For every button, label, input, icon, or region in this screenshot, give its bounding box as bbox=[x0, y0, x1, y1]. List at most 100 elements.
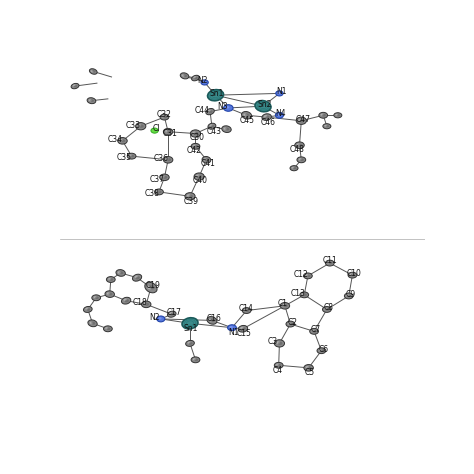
Ellipse shape bbox=[347, 295, 351, 297]
Ellipse shape bbox=[288, 322, 291, 325]
Ellipse shape bbox=[319, 349, 322, 351]
Text: C43: C43 bbox=[206, 127, 221, 136]
Ellipse shape bbox=[276, 91, 283, 96]
Text: C39: C39 bbox=[183, 197, 198, 206]
Ellipse shape bbox=[204, 158, 207, 161]
Text: C13: C13 bbox=[290, 289, 305, 298]
Text: C9: C9 bbox=[346, 290, 356, 299]
Text: C7: C7 bbox=[311, 325, 321, 334]
Ellipse shape bbox=[245, 113, 250, 117]
Ellipse shape bbox=[193, 76, 196, 78]
Ellipse shape bbox=[83, 307, 92, 312]
Ellipse shape bbox=[187, 194, 191, 197]
Ellipse shape bbox=[264, 115, 267, 118]
Ellipse shape bbox=[136, 276, 140, 280]
Ellipse shape bbox=[145, 283, 157, 293]
Ellipse shape bbox=[163, 116, 167, 118]
Ellipse shape bbox=[189, 195, 193, 198]
Ellipse shape bbox=[191, 75, 200, 81]
Text: C5: C5 bbox=[305, 368, 315, 377]
Ellipse shape bbox=[95, 296, 99, 299]
Ellipse shape bbox=[337, 114, 340, 117]
Ellipse shape bbox=[91, 321, 95, 325]
Ellipse shape bbox=[121, 297, 131, 304]
Ellipse shape bbox=[304, 365, 313, 371]
Ellipse shape bbox=[317, 348, 326, 354]
Ellipse shape bbox=[300, 119, 304, 122]
Ellipse shape bbox=[310, 328, 319, 334]
Text: C35: C35 bbox=[117, 154, 132, 163]
Ellipse shape bbox=[158, 191, 162, 193]
Ellipse shape bbox=[85, 308, 88, 310]
Ellipse shape bbox=[73, 84, 75, 86]
Text: C36: C36 bbox=[153, 154, 168, 163]
Text: C12: C12 bbox=[294, 270, 309, 279]
Ellipse shape bbox=[224, 128, 227, 130]
Ellipse shape bbox=[107, 277, 115, 283]
Ellipse shape bbox=[192, 131, 196, 134]
Ellipse shape bbox=[326, 308, 329, 311]
Ellipse shape bbox=[185, 192, 195, 200]
Ellipse shape bbox=[119, 271, 123, 274]
Ellipse shape bbox=[107, 328, 110, 330]
Text: C10: C10 bbox=[347, 269, 362, 278]
Ellipse shape bbox=[295, 142, 304, 148]
Ellipse shape bbox=[71, 83, 79, 89]
Ellipse shape bbox=[305, 274, 308, 276]
Text: Cl: Cl bbox=[153, 124, 160, 133]
Ellipse shape bbox=[183, 74, 187, 77]
Ellipse shape bbox=[89, 99, 92, 101]
Ellipse shape bbox=[92, 295, 100, 301]
Ellipse shape bbox=[130, 155, 134, 157]
Ellipse shape bbox=[262, 114, 271, 120]
Ellipse shape bbox=[313, 330, 317, 333]
Ellipse shape bbox=[238, 326, 247, 332]
Ellipse shape bbox=[298, 144, 302, 146]
Ellipse shape bbox=[188, 342, 191, 344]
Ellipse shape bbox=[240, 327, 244, 329]
Ellipse shape bbox=[165, 158, 169, 160]
Ellipse shape bbox=[245, 309, 249, 312]
Ellipse shape bbox=[182, 74, 185, 77]
Ellipse shape bbox=[303, 273, 312, 279]
Ellipse shape bbox=[208, 90, 224, 101]
Text: C32: C32 bbox=[157, 109, 172, 118]
Ellipse shape bbox=[346, 294, 349, 296]
Ellipse shape bbox=[155, 189, 164, 195]
Text: C11: C11 bbox=[322, 255, 337, 264]
Ellipse shape bbox=[289, 323, 293, 325]
Ellipse shape bbox=[160, 114, 169, 120]
Ellipse shape bbox=[307, 274, 310, 277]
Ellipse shape bbox=[189, 342, 192, 345]
Ellipse shape bbox=[164, 128, 173, 135]
Ellipse shape bbox=[208, 123, 216, 129]
Text: N1: N1 bbox=[228, 328, 239, 337]
Text: C48: C48 bbox=[290, 146, 305, 155]
Text: C40: C40 bbox=[192, 176, 207, 185]
Ellipse shape bbox=[88, 320, 97, 327]
Ellipse shape bbox=[345, 293, 353, 299]
Text: C31: C31 bbox=[162, 129, 177, 138]
Ellipse shape bbox=[87, 98, 96, 104]
Ellipse shape bbox=[222, 126, 231, 133]
Ellipse shape bbox=[86, 308, 91, 311]
Ellipse shape bbox=[311, 330, 315, 332]
Ellipse shape bbox=[116, 270, 125, 276]
Ellipse shape bbox=[300, 158, 304, 161]
Ellipse shape bbox=[210, 319, 215, 322]
Text: C46: C46 bbox=[260, 118, 275, 127]
Ellipse shape bbox=[191, 130, 201, 137]
Ellipse shape bbox=[228, 325, 237, 331]
Ellipse shape bbox=[229, 326, 233, 328]
Ellipse shape bbox=[145, 303, 149, 306]
Ellipse shape bbox=[124, 299, 127, 301]
Text: C4: C4 bbox=[272, 365, 283, 374]
Ellipse shape bbox=[276, 364, 279, 366]
Ellipse shape bbox=[108, 278, 111, 280]
Ellipse shape bbox=[242, 111, 252, 119]
Ellipse shape bbox=[326, 260, 334, 266]
Ellipse shape bbox=[167, 130, 171, 133]
Text: C6: C6 bbox=[318, 345, 328, 354]
Ellipse shape bbox=[90, 322, 93, 324]
Ellipse shape bbox=[162, 116, 165, 118]
